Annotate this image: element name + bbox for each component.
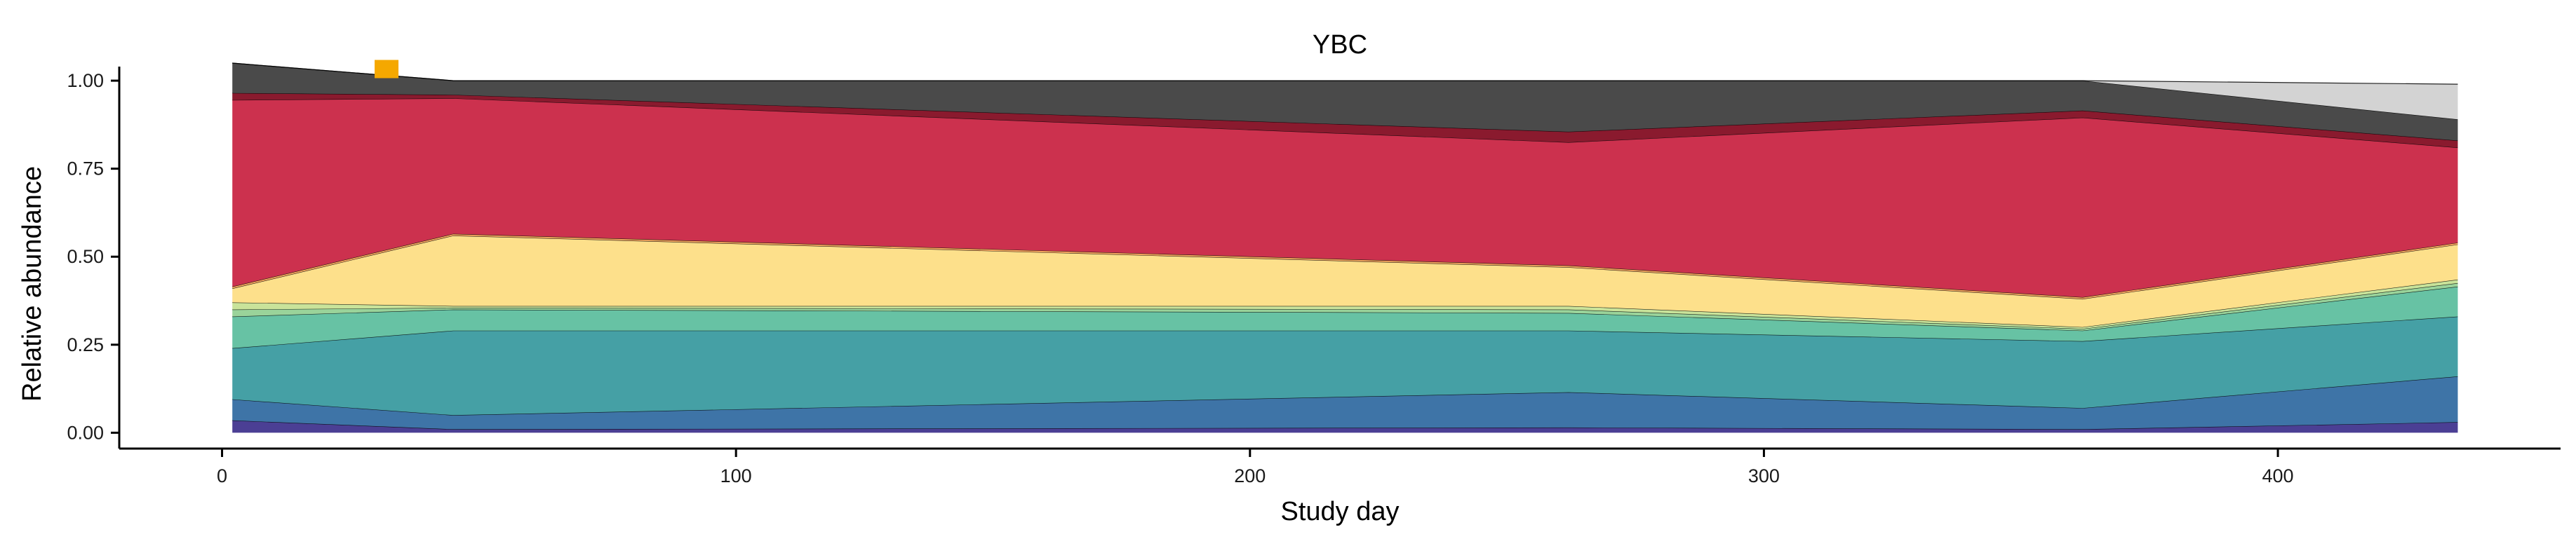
- axes: 0.00 0.25 0.50 0.75 1.00 0 100 200 300 400: [67, 67, 2561, 486]
- area-series-9: [232, 98, 2458, 297]
- y-ticks: 0.00 0.25 0.50 0.75 1.00: [67, 70, 119, 443]
- area-series-2: [232, 376, 2458, 430]
- area-boundary-12: [232, 62, 2458, 85]
- x-tick-label: 300: [1748, 465, 1780, 486]
- x-ticks: 0 100 200 300 400: [217, 449, 2294, 486]
- area-series-10: [232, 93, 2458, 148]
- y-axis-title: Relative abundance: [18, 166, 47, 402]
- area-series-4: [232, 286, 2458, 348]
- area-series-7: [232, 236, 2458, 327]
- y-tick-label: 0.25: [67, 334, 104, 355]
- y-tick-label: 0.75: [67, 158, 104, 179]
- area-series-3: [232, 316, 2458, 416]
- x-axis-title: Study day: [1281, 497, 1400, 526]
- x-tick-label: 200: [1234, 465, 1266, 486]
- area-series-11: [232, 63, 2458, 141]
- x-tick-label: 400: [2262, 465, 2294, 486]
- y-tick-label: 0.50: [67, 246, 104, 267]
- x-tick-label: 100: [720, 465, 752, 486]
- event-marker: [375, 60, 398, 79]
- y-tick-label: 1.00: [67, 70, 104, 91]
- area-series-1: [232, 420, 2458, 433]
- plot-areas: [232, 60, 2458, 433]
- chart-title: YBC: [1313, 30, 1367, 60]
- x-tick-label: 0: [217, 465, 227, 486]
- y-tick-label: 0.00: [67, 422, 104, 443]
